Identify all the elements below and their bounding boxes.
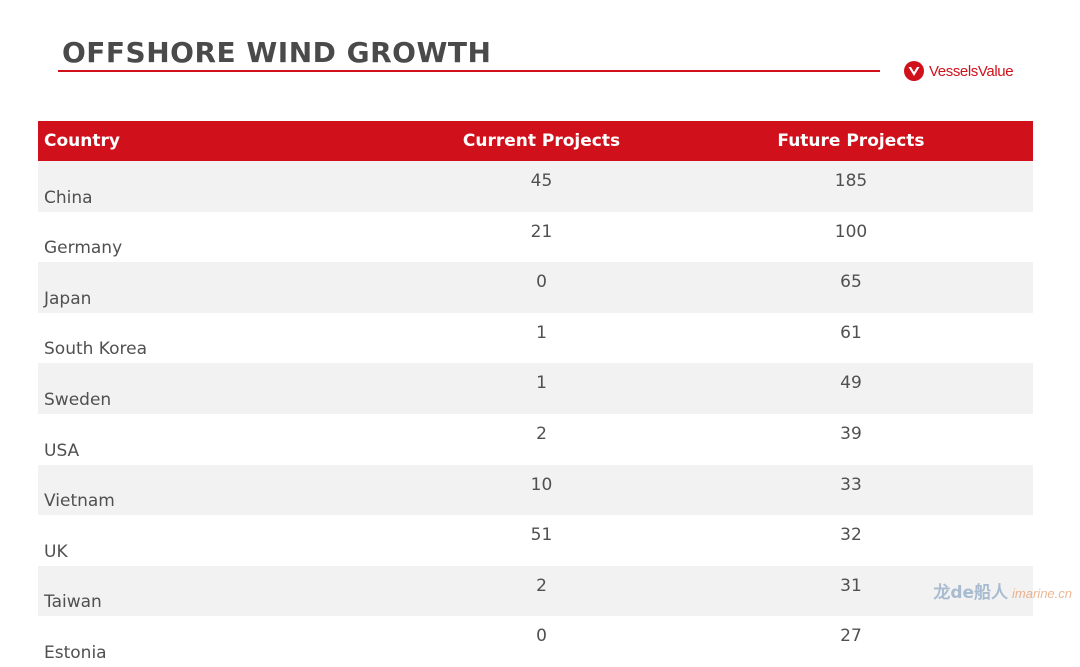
country-cell: Germany	[38, 211, 414, 263]
current-projects-cell: 2	[414, 565, 669, 617]
title-underline	[58, 70, 880, 72]
current-projects-cell: 45	[414, 161, 669, 212]
current-projects-cell: 1	[414, 312, 669, 364]
table-row: USA 2 39	[38, 413, 1033, 465]
future-projects-cell: 65	[669, 262, 1033, 313]
watermark-url: imarine.cn	[1012, 586, 1072, 601]
future-projects-cell: 39	[669, 413, 1033, 465]
country-cell: Vietnam	[38, 464, 414, 516]
future-projects-cell: 61	[669, 312, 1033, 364]
table-row: China 45 185	[38, 161, 1033, 212]
current-projects-cell: 51	[414, 515, 669, 566]
current-projects-cell: 0	[414, 616, 669, 667]
country-cell: USA	[38, 413, 414, 465]
table-row: UK 51 32	[38, 515, 1033, 566]
logo-text: VesselsValue	[929, 62, 1014, 80]
future-projects-cell: 100	[669, 211, 1033, 263]
table-row: Japan 0 65	[38, 262, 1033, 313]
table-row: Taiwan 2 31	[38, 565, 1033, 617]
country-cell: South Korea	[38, 312, 414, 364]
site-watermark: 龙de船人 imarine.cn	[933, 578, 1072, 603]
future-projects-cell: 33	[669, 464, 1033, 516]
vesselsvalue-logo: VesselsValue	[904, 60, 1014, 82]
column-header-current-projects: Current Projects	[414, 121, 669, 161]
watermark-cn-text: 龙de船人	[933, 583, 1009, 603]
column-header-future-projects: Future Projects	[669, 121, 1033, 161]
country-cell: UK	[38, 515, 414, 566]
country-cell: Sweden	[38, 363, 414, 414]
table-header-row: Country Current Projects Future Projects	[38, 121, 1033, 161]
table-row: South Korea 1 61	[38, 312, 1033, 364]
column-header-country: Country	[38, 121, 414, 161]
future-projects-cell: 185	[669, 161, 1033, 212]
current-projects-cell: 1	[414, 363, 669, 414]
offshore-wind-table: Country Current Projects Future Projects…	[38, 121, 1033, 667]
vesselsvalue-logo-icon	[904, 61, 924, 81]
table-row: Vietnam 10 33	[38, 464, 1033, 516]
current-projects-cell: 21	[414, 211, 669, 263]
table-row: Estonia 0 27	[38, 616, 1033, 667]
country-cell: China	[38, 161, 414, 212]
country-cell: Estonia	[38, 616, 414, 667]
current-projects-cell: 10	[414, 464, 669, 516]
future-projects-cell: 32	[669, 515, 1033, 566]
table-row: Sweden 1 49	[38, 363, 1033, 414]
country-cell: Taiwan	[38, 565, 414, 617]
country-cell: Japan	[38, 262, 414, 313]
slide-title: OFFSHORE WIND GROWTH	[62, 36, 492, 69]
future-projects-cell: 27	[669, 616, 1033, 667]
table-row: Germany 21 100	[38, 211, 1033, 263]
current-projects-cell: 0	[414, 262, 669, 313]
current-projects-cell: 2	[414, 413, 669, 465]
future-projects-cell: 49	[669, 363, 1033, 414]
